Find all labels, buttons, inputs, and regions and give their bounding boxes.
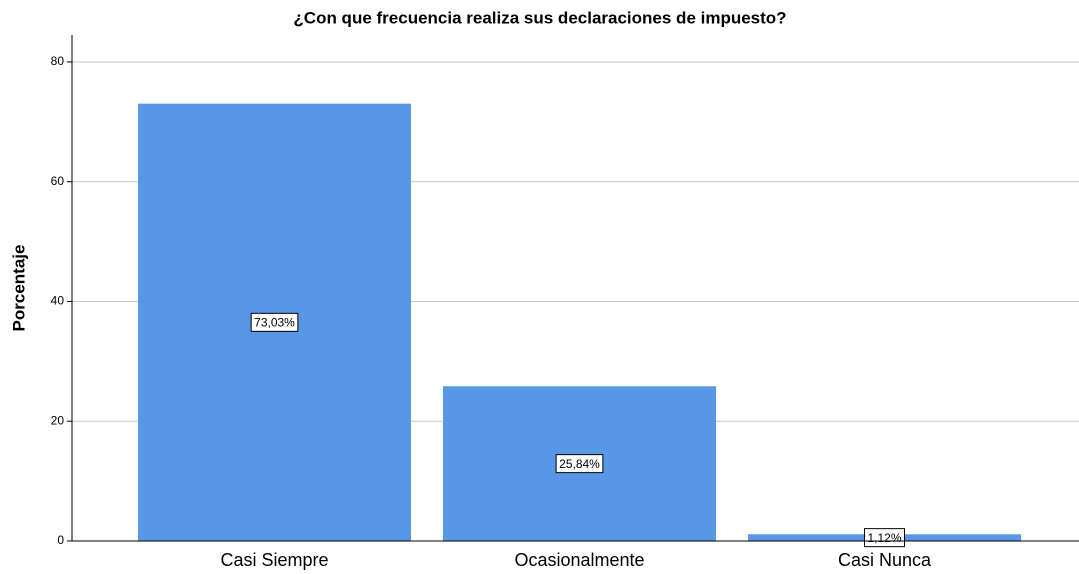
y-tick-label: 20 [51,413,65,427]
x-tick-label: Casi Siempre [220,550,328,570]
chart-title: ¿Con que frecuencia realiza sus declarac… [293,8,786,27]
y-axis-label: Porcentaje [9,245,28,332]
y-tick-label: 40 [51,294,65,308]
x-tick-label: Casi Nunca [838,550,932,570]
value-label-box [555,454,604,474]
value-label-box [863,528,906,548]
value-label: 25,84% [559,457,600,471]
y-tick-label: 80 [51,54,65,68]
x-tick-label: Ocasionalmente [514,550,644,570]
value-label: 73,03% [254,316,295,330]
value-label: 1,12% [867,531,901,545]
value-label-box [250,312,299,332]
y-tick-label: 60 [51,174,65,188]
y-tick-label: 0 [57,533,64,547]
